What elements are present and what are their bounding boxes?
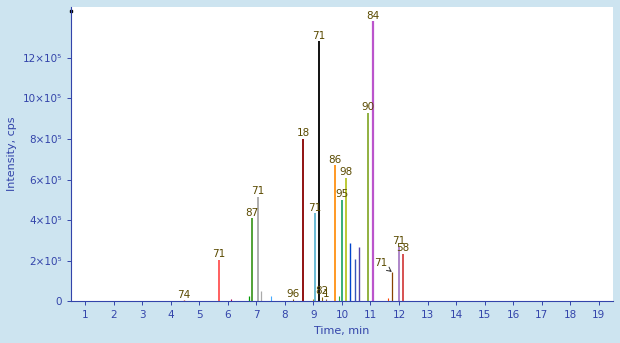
Text: 96: 96 xyxy=(287,289,300,299)
Text: 98: 98 xyxy=(340,167,353,177)
Text: 58: 58 xyxy=(397,243,410,253)
X-axis label: Time, min: Time, min xyxy=(314,326,370,336)
Text: 71: 71 xyxy=(251,186,264,196)
Text: 71: 71 xyxy=(392,236,405,246)
Text: 82: 82 xyxy=(316,286,329,296)
Text: 71: 71 xyxy=(213,249,226,259)
Y-axis label: Intensity, cps: Intensity, cps xyxy=(7,117,17,191)
Text: 86: 86 xyxy=(328,155,342,165)
Text: 84: 84 xyxy=(366,11,380,21)
Text: 95: 95 xyxy=(335,189,348,199)
Text: 18: 18 xyxy=(297,129,310,139)
Text: 87: 87 xyxy=(246,208,259,218)
Text: 90: 90 xyxy=(361,102,374,112)
Text: 74: 74 xyxy=(177,290,190,300)
Text: 71: 71 xyxy=(308,203,321,213)
Text: 71: 71 xyxy=(312,31,326,41)
Text: 1: 1 xyxy=(323,289,330,299)
Text: 71: 71 xyxy=(374,258,391,271)
